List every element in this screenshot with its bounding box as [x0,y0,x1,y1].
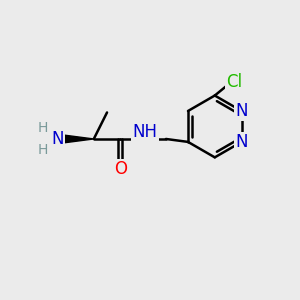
Text: N: N [235,133,248,151]
Text: N: N [235,102,248,120]
Text: N: N [52,130,64,148]
Text: O: O [114,160,127,178]
Text: H: H [38,121,48,135]
Text: H: H [38,143,48,157]
Text: Cl: Cl [226,73,242,91]
Text: NH: NH [133,124,158,142]
Polygon shape [64,135,94,143]
